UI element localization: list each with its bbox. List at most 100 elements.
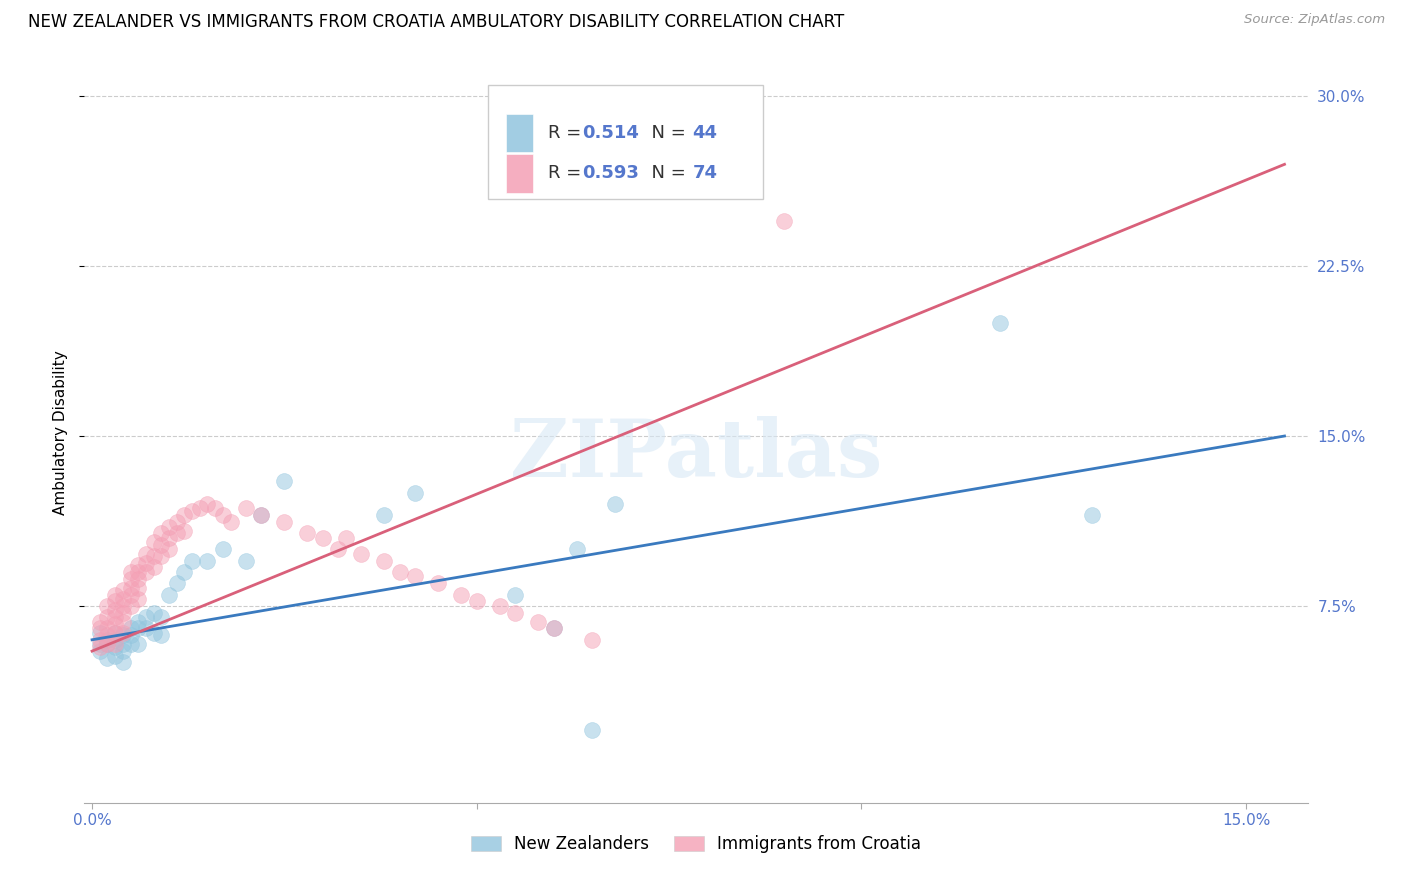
Point [142,535,165,549]
Point [488,599,510,613]
Text: Source: ZipAtlas.com: Source: ZipAtlas.com [1244,13,1385,27]
Text: R =: R = [548,164,586,183]
Point [142,560,165,574]
Point [173,524,195,538]
Point [335,531,357,545]
Point [111,599,134,613]
Point [188,501,211,516]
Point [127,581,149,595]
Point [373,553,395,567]
Point [166,526,188,541]
Point [543,622,565,636]
Point [96,651,118,665]
Point [96,610,118,624]
FancyBboxPatch shape [488,85,763,200]
Point [250,508,273,523]
Point [427,576,450,591]
Point [111,626,134,640]
Point [219,515,242,529]
Point [328,542,350,557]
Point [450,587,472,601]
Text: 0.514: 0.514 [582,124,640,142]
Point [211,542,233,557]
Y-axis label: Ambulatory Disability: Ambulatory Disability [53,351,69,515]
Point [104,594,127,608]
Point [127,622,149,636]
Point [104,637,127,651]
Point [166,576,188,591]
Point [104,603,127,617]
Point [988,316,1011,330]
Point [96,632,118,647]
Text: 74: 74 [692,164,717,183]
Point [120,565,142,579]
Point [197,553,219,567]
Point [373,508,395,523]
Point [197,497,219,511]
Point [89,632,111,647]
Point [135,547,157,561]
Point [111,606,134,620]
Point [96,637,118,651]
Point [581,723,603,738]
Point [503,587,526,601]
Point [1081,508,1104,523]
Point [89,637,111,651]
Point [142,626,165,640]
Point [104,610,127,624]
Point [104,587,127,601]
Point [543,622,565,636]
Point [120,581,142,595]
Point [104,626,127,640]
Point [204,501,226,516]
Point [273,475,295,489]
Point [157,587,180,601]
Point [235,553,257,567]
Point [166,515,188,529]
FancyBboxPatch shape [506,113,533,152]
Point [388,565,411,579]
Point [297,526,319,541]
Point [104,616,127,631]
Point [157,519,180,533]
Point [111,644,134,658]
Point [135,610,157,624]
Point [89,622,111,636]
Point [104,648,127,663]
Point [173,565,195,579]
Point [142,606,165,620]
Point [312,531,335,545]
Point [104,640,127,654]
Point [135,565,157,579]
Point [96,599,118,613]
Point [235,501,257,516]
Point [273,515,295,529]
Point [89,640,111,654]
Point [527,615,550,629]
Text: 44: 44 [692,124,717,142]
Point [120,628,142,642]
Point [465,594,488,608]
Point [142,549,165,563]
Point [127,615,149,629]
Point [157,542,180,557]
Point [111,628,134,642]
Legend: New Zealanders, Immigrants from Croatia: New Zealanders, Immigrants from Croatia [463,826,929,861]
Text: R =: R = [548,124,586,142]
Text: 0.593: 0.593 [582,164,640,183]
Point [111,592,134,607]
Text: NEW ZEALANDER VS IMMIGRANTS FROM CROATIA AMBULATORY DISABILITY CORRELATION CHART: NEW ZEALANDER VS IMMIGRANTS FROM CROATIA… [28,13,845,31]
Point [111,615,134,629]
Point [111,656,134,670]
Point [150,526,173,541]
Point [111,637,134,651]
Point [96,628,118,642]
Point [120,599,142,613]
Point [157,531,180,545]
Point [250,508,273,523]
Point [135,556,157,570]
Point [581,632,603,647]
Point [565,542,588,557]
Point [127,558,149,572]
Point [404,569,426,583]
